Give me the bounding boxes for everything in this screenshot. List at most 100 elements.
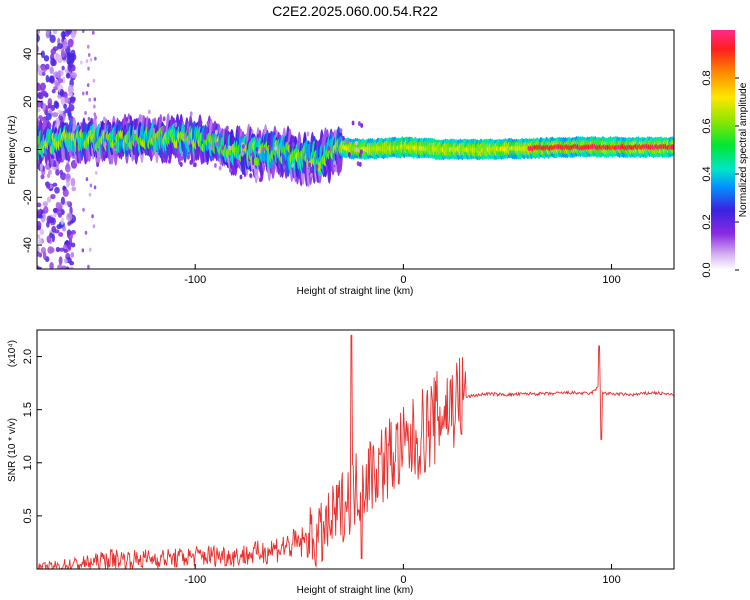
heatmap-cell bbox=[69, 206, 73, 215]
heatmap-cell bbox=[180, 156, 184, 161]
heatmap-cell bbox=[62, 185, 66, 190]
heatmap-cell bbox=[41, 71, 46, 76]
heatmap-cell bbox=[360, 123, 364, 128]
heatmap-cell bbox=[291, 163, 295, 168]
heatmap-cell bbox=[37, 33, 40, 43]
heatmap-cell bbox=[37, 251, 41, 257]
heatmap-cell bbox=[239, 174, 243, 180]
snr-x-axis-label: Height of straight line (km) bbox=[297, 585, 414, 596]
heatmap-cell bbox=[91, 214, 94, 219]
heatmap-cell bbox=[50, 104, 56, 112]
heatmap-cell bbox=[71, 186, 77, 192]
heatmap-cell bbox=[45, 105, 49, 110]
heatmap-cell bbox=[103, 141, 107, 147]
heatmap-cell bbox=[37, 30, 41, 35]
heatmap-cell bbox=[56, 54, 62, 62]
heatmap-cell bbox=[37, 107, 41, 113]
heatmap-cell bbox=[124, 128, 128, 133]
heatmap-cell bbox=[39, 229, 45, 235]
heatmap-cell bbox=[84, 230, 88, 235]
heatmap-cell bbox=[193, 162, 197, 168]
heatmap-cell bbox=[59, 169, 63, 176]
heatmap-cell bbox=[316, 141, 319, 147]
y-tick-label: 0.5 bbox=[22, 508, 34, 523]
heatmap-cell bbox=[42, 201, 49, 207]
heatmap-cell bbox=[61, 265, 67, 269]
heatmap-cell bbox=[58, 247, 65, 252]
y-tick-label: 1.0 bbox=[22, 455, 34, 470]
x-tick-label: 100 bbox=[602, 274, 620, 286]
heatmap-cell bbox=[49, 262, 54, 269]
heatmap-cell bbox=[37, 202, 42, 208]
heatmap-cell bbox=[54, 186, 60, 194]
heatmap-cell bbox=[187, 140, 191, 146]
heatmap-cell bbox=[61, 40, 68, 50]
heatmap-cell bbox=[88, 97, 91, 102]
heatmap-cell bbox=[57, 110, 64, 115]
heatmap-cell bbox=[64, 97, 71, 104]
heatmap-cell bbox=[134, 140, 137, 146]
heatmap-cell bbox=[257, 148, 261, 154]
colorbar-tick-label: 0.6 bbox=[701, 118, 713, 133]
chart-title: C2E2.2025.060.00.54.R22 bbox=[272, 3, 438, 19]
heatmap-cell bbox=[81, 30, 85, 34]
heatmap-cell bbox=[41, 212, 46, 221]
heatmap-cell bbox=[63, 258, 68, 264]
heatmap-cell bbox=[70, 251, 75, 258]
heatmap-cell bbox=[47, 97, 53, 107]
heatmap-cell bbox=[168, 158, 171, 164]
heatmap-cell bbox=[38, 214, 43, 219]
heatmap-cell bbox=[66, 212, 73, 222]
heatmap-cell bbox=[46, 235, 52, 244]
heatmap-cell bbox=[268, 144, 272, 150]
heatmap-cell bbox=[355, 140, 358, 146]
heatmap-cell bbox=[186, 128, 190, 133]
heatmap-cell bbox=[93, 104, 96, 109]
heatmap-cell bbox=[45, 113, 52, 121]
heatmap-cell bbox=[358, 161, 362, 167]
heatmap-cell bbox=[341, 136, 345, 141]
heatmap-cell bbox=[70, 72, 77, 79]
heatmap-cell bbox=[103, 150, 106, 156]
heatmap-cell bbox=[46, 184, 51, 189]
heatmap-cell bbox=[64, 68, 69, 74]
heatmap-cell bbox=[189, 160, 193, 165]
heatmap-cell bbox=[309, 166, 313, 172]
snr-series-line bbox=[37, 334, 674, 569]
colorbar-label: Normalized spectral amplitude bbox=[738, 82, 749, 217]
heatmap-cell bbox=[113, 130, 116, 136]
heatmap-cell bbox=[94, 115, 98, 121]
heatmap-cell bbox=[52, 30, 58, 35]
heatmap-cell bbox=[60, 97, 67, 103]
heatmap-cell bbox=[54, 101, 60, 109]
heatmap-cell bbox=[60, 196, 66, 205]
heatmap-cell bbox=[70, 177, 76, 187]
heatmap-cell bbox=[45, 30, 50, 39]
heatmap-cell bbox=[69, 266, 74, 269]
heatmap-cell bbox=[357, 121, 361, 126]
heatmap-cell bbox=[69, 234, 73, 240]
heatmap-cell bbox=[67, 38, 74, 48]
heatmap-cell bbox=[48, 169, 52, 176]
x-tick-label: -100 bbox=[184, 574, 206, 586]
heatmap-cell bbox=[190, 122, 194, 128]
heatmap-cell bbox=[225, 125, 229, 131]
heatmap-cell bbox=[58, 232, 64, 237]
heatmap-cell bbox=[346, 139, 349, 145]
heatmap-cell bbox=[354, 147, 358, 153]
y-tick-label: 20 bbox=[22, 96, 34, 108]
heatmap-cell bbox=[348, 152, 351, 157]
heatmap-cell bbox=[315, 164, 319, 169]
heatmap-panel: -100 0 100 -40 -20 0 20 40 Height of straight l… bbox=[7, 29, 675, 297]
heatmap-cell bbox=[50, 57, 56, 67]
heatmap-cell bbox=[70, 64, 76, 72]
heatmap-cell bbox=[96, 162, 99, 168]
heatmap-cell bbox=[93, 185, 97, 190]
y-tick-label: 40 bbox=[22, 48, 34, 60]
heatmap-cell bbox=[63, 103, 68, 109]
heatmap-cell bbox=[48, 75, 55, 83]
heatmap-cell bbox=[43, 251, 47, 260]
heatmap-cell bbox=[57, 78, 64, 84]
y-tick-label: -40 bbox=[22, 237, 34, 253]
